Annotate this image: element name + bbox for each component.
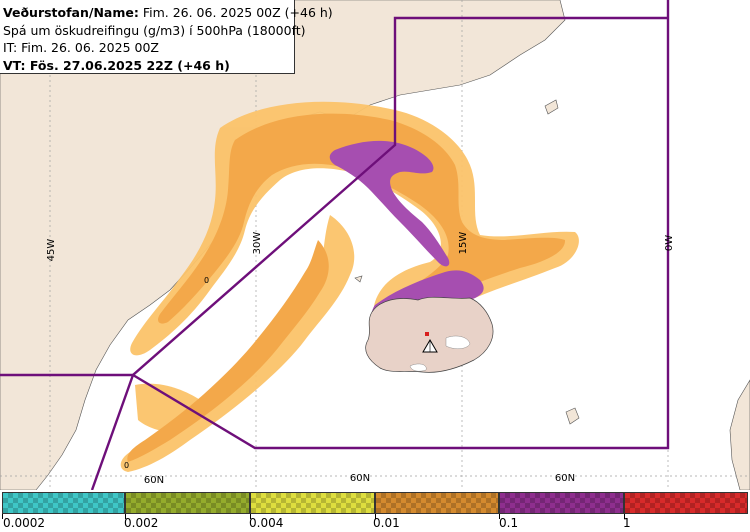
- legend-swatch-3: [250, 492, 375, 514]
- legend-label-1: 0.1: [499, 516, 519, 530]
- volcano-triangle-icon: [422, 332, 438, 353]
- info-row-issue-time: IT: Fim. 26. 06. 2025 00Z: [3, 40, 159, 55]
- legend-tick-1: [2, 514, 3, 519]
- info-name-label: Veðurstofan/Name:: [3, 5, 139, 20]
- ash-mid-concentration: [127, 113, 566, 462]
- info-row-description: Spá um öskudreifingu (g/m3) í 500hPa (18…: [3, 22, 306, 38]
- norway-coast: [729, 379, 750, 490]
- legend-label-004: 0.004: [249, 516, 284, 530]
- zero-marker-b: 0: [124, 461, 129, 470]
- legend-tick-4: [375, 514, 376, 519]
- lat-label-60n-c: 60N: [555, 473, 575, 484]
- legend-label-01: 0.01: [373, 516, 400, 530]
- jan-mayen: [354, 275, 363, 283]
- lon-label-15w: 15W: [458, 232, 469, 255]
- legend-tick-3: [250, 514, 251, 519]
- info-row-name: Veðurstofan/Name: Fim. 26. 06. 2025 00Z …: [3, 4, 333, 22]
- forecast-info-box: Veðurstofan/Name: Fim. 26. 06. 2025 00Z …: [0, 0, 333, 75]
- legend-swatch-4: [375, 492, 499, 514]
- info-vt-value: Fös. 27.06.2025 22Z (+46 h): [25, 57, 230, 73]
- legend-tick-6: [624, 514, 625, 519]
- legend-tick-2: [125, 514, 126, 519]
- info-row-valid-time: VT: Fös. 27.06.2025 22Z (+46 h): [3, 57, 294, 75]
- legend-swatch-5: [499, 492, 624, 514]
- legend-label-002: 0.002: [124, 516, 159, 530]
- legend-label-one: 1: [623, 516, 631, 530]
- lon-label-45w: 45W: [46, 239, 57, 262]
- iceland-glaciers: [409, 335, 471, 372]
- legend-swatch-2: [125, 492, 250, 514]
- lon-label-0w: 0W: [664, 235, 675, 251]
- island-se: [565, 407, 580, 425]
- fir-boundaries: [0, 0, 670, 490]
- lat-label-60n-b: 60N: [350, 473, 370, 484]
- legend-tick-5: [499, 514, 500, 519]
- legend-label-0002: 0.0002: [3, 516, 45, 530]
- info-name-value: Fim. 26. 06. 2025 00Z (+46 h): [138, 5, 333, 20]
- zero-marker-a: 0: [204, 276, 209, 285]
- concentration-legend: 0.0002 0.002 0.004 0.01 0.1 1: [0, 490, 750, 532]
- lon-label-30w: 30W: [252, 232, 263, 255]
- map-canvas: 45W 30W 15W 0W 60N 60N 60N 0 0: [0, 0, 750, 490]
- legend-swatch-6: [624, 492, 748, 514]
- island-ne: [544, 99, 559, 115]
- info-vt-label: VT:: [3, 57, 26, 73]
- lat-label-60n-a: 60N: [144, 475, 164, 486]
- iceland-land: [365, 296, 494, 373]
- legend-swatch-1: [2, 492, 125, 514]
